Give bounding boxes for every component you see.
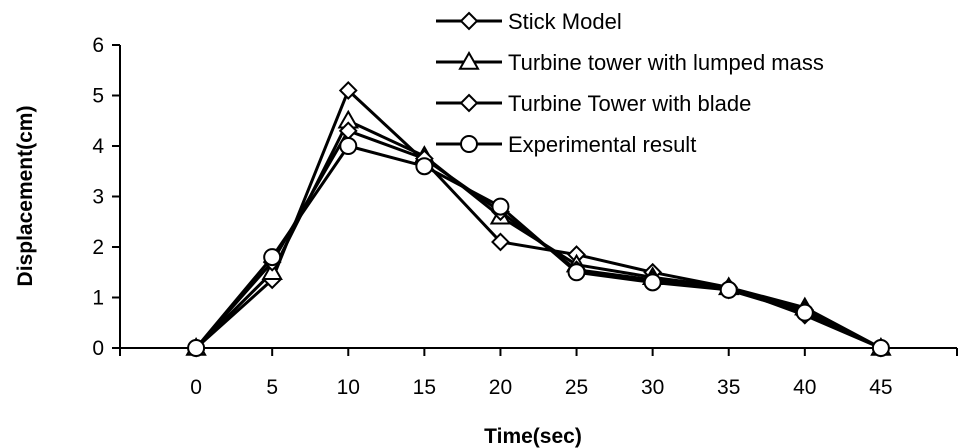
legend-marker	[460, 135, 478, 153]
series-4-point	[187, 339, 206, 357]
series-4-point	[871, 339, 890, 357]
x-tick-label: 45	[869, 376, 892, 399]
x-tick-label: 20	[489, 376, 512, 399]
legend-label: Turbine Tower with blade	[508, 91, 751, 116]
series-4-point	[415, 157, 434, 176]
series-layer	[194, 88, 882, 350]
x-tick-label: 30	[641, 376, 664, 399]
legend-label: Turbine tower with lumped mass	[508, 50, 824, 75]
y-axis-title: Displacement(cm)	[14, 106, 37, 287]
x-tick-label: 40	[793, 376, 816, 399]
y-tick-label: 1	[92, 287, 104, 310]
x-tick-label: 5	[266, 376, 278, 399]
x-tick-label: 10	[337, 376, 360, 399]
markers-layer	[185, 81, 892, 358]
series-4-point	[263, 248, 282, 267]
series-1-point	[338, 81, 358, 100]
legend-marker	[459, 93, 479, 113]
y-tick-label: 0	[92, 337, 104, 360]
x-axis-title: Time(sec)	[484, 425, 582, 448]
legend-marker	[459, 11, 479, 31]
series-4-point	[795, 303, 814, 322]
legend-marker	[458, 50, 480, 70]
y-tick-label: 3	[92, 186, 104, 209]
x-tick-label: 25	[565, 376, 588, 399]
x-tick-label: 15	[413, 376, 436, 399]
y-tick-label: 4	[92, 135, 104, 158]
legend-label: Stick Model	[508, 9, 622, 34]
legend: Stick Model Turbine tower with lumped mas…	[436, 9, 824, 157]
series-4-point	[719, 280, 738, 299]
series-1-point	[491, 232, 510, 252]
series-4-point	[491, 197, 510, 216]
legend-label: Experimental result	[508, 132, 696, 157]
series-4-point	[643, 273, 662, 292]
series-line-4	[194, 144, 882, 350]
series-4-point	[567, 263, 586, 282]
series-4-point	[339, 137, 358, 155]
y-tick-label: 6	[92, 34, 104, 57]
x-tick-label: 35	[717, 376, 740, 399]
y-tick-label: 5	[92, 85, 104, 108]
y-tick-label: 2	[92, 236, 104, 259]
x-tick-label: 0	[190, 376, 202, 399]
